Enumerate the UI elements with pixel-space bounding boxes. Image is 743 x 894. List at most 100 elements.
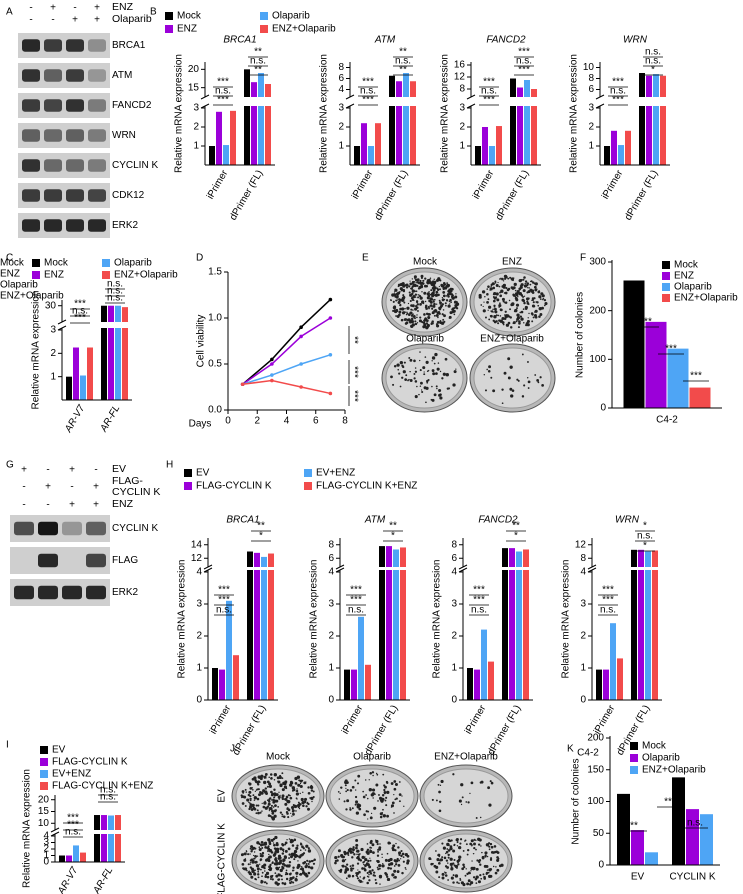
- colony: [259, 811, 262, 814]
- colony: [356, 782, 360, 785]
- colony: [269, 867, 273, 870]
- colony: [340, 855, 343, 858]
- x-tick-label: EV: [631, 872, 645, 883]
- colony: [249, 802, 251, 804]
- colony: [382, 862, 384, 865]
- colony: [295, 871, 299, 875]
- blot-band: [66, 219, 84, 232]
- image-label: EV: [217, 789, 228, 803]
- colony: [266, 780, 270, 784]
- y-axis-label: Relative mRNA expression: [22, 769, 33, 888]
- colony: [515, 298, 519, 302]
- colony: [395, 299, 398, 302]
- colony: [517, 326, 520, 329]
- colony: [475, 882, 478, 884]
- colony: [274, 804, 277, 808]
- blot-band: [86, 553, 106, 568]
- colony: [393, 780, 397, 783]
- colony: [416, 284, 419, 287]
- colony: [295, 875, 298, 878]
- colony: [419, 359, 421, 362]
- colony: [438, 855, 441, 858]
- colony: [345, 787, 347, 789]
- colony: [263, 842, 267, 845]
- bar: [400, 547, 406, 700]
- colony: [441, 876, 445, 880]
- colony: [417, 281, 420, 284]
- colony: [447, 862, 449, 864]
- colony: [255, 812, 258, 815]
- significance: n.s.: [481, 86, 497, 97]
- bar: [101, 305, 107, 400]
- colony: [281, 878, 283, 881]
- colony: [527, 380, 531, 384]
- colony: [431, 298, 434, 301]
- colony: [492, 299, 496, 303]
- colony: [292, 866, 295, 870]
- significance: n.s.: [360, 86, 376, 97]
- colony: [475, 839, 477, 842]
- colony: [345, 877, 348, 880]
- bar: [481, 629, 487, 700]
- x-tick-label: dPrimer (FL): [373, 168, 411, 222]
- bar: [254, 552, 260, 700]
- colony: [247, 793, 251, 797]
- colony: [433, 280, 437, 284]
- colony: [490, 857, 493, 860]
- condition-sign: -: [29, 3, 32, 14]
- colony: [294, 878, 298, 882]
- colony: [307, 847, 310, 850]
- blot-band: [38, 521, 58, 536]
- condition-sign: -: [73, 3, 76, 14]
- colony: [386, 876, 388, 878]
- colony: [411, 285, 414, 288]
- colony: [383, 788, 386, 792]
- colony: [532, 316, 535, 319]
- colony: [435, 303, 438, 305]
- colony: [541, 384, 544, 387]
- bar: [618, 145, 624, 165]
- colony: [283, 855, 287, 859]
- colony: [447, 304, 451, 308]
- colony: [275, 848, 278, 852]
- colony: [298, 779, 301, 782]
- colony: [428, 280, 433, 285]
- colony: [398, 298, 401, 301]
- panel-label: F: [580, 253, 586, 264]
- legend-label: ENZ+Olaparib: [0, 291, 64, 302]
- colony: [366, 797, 369, 800]
- colony: [369, 859, 372, 862]
- y-tick-label: 3: [328, 599, 334, 610]
- blot-band: [88, 159, 106, 172]
- colony: [285, 871, 288, 874]
- condition-label: ENZ: [112, 1, 133, 13]
- colony: [509, 308, 511, 311]
- bar: [230, 110, 236, 165]
- colony: [419, 351, 421, 353]
- x-tick-label: 2: [254, 416, 260, 427]
- colony: [346, 788, 349, 792]
- bar: [531, 89, 537, 165]
- colony: [369, 816, 373, 820]
- y-tick-label: 3: [50, 325, 56, 336]
- colony: [516, 307, 518, 310]
- colony: [539, 298, 542, 300]
- colony: [485, 871, 489, 875]
- colony: [465, 801, 468, 803]
- colony: [406, 861, 410, 865]
- colony: [295, 846, 299, 850]
- colony: [406, 311, 408, 313]
- y-tick-label: 50: [593, 828, 605, 839]
- colony: [497, 322, 500, 325]
- bar: [496, 126, 502, 165]
- colony: [291, 840, 294, 843]
- x-tick-label: iPrimer: [592, 703, 618, 737]
- colony: [499, 315, 502, 317]
- colony: [351, 785, 355, 789]
- bar: [108, 815, 114, 862]
- colony: [393, 812, 395, 814]
- colony: [263, 801, 267, 805]
- colony: [351, 864, 355, 867]
- colony: [404, 322, 408, 325]
- colony: [492, 296, 495, 298]
